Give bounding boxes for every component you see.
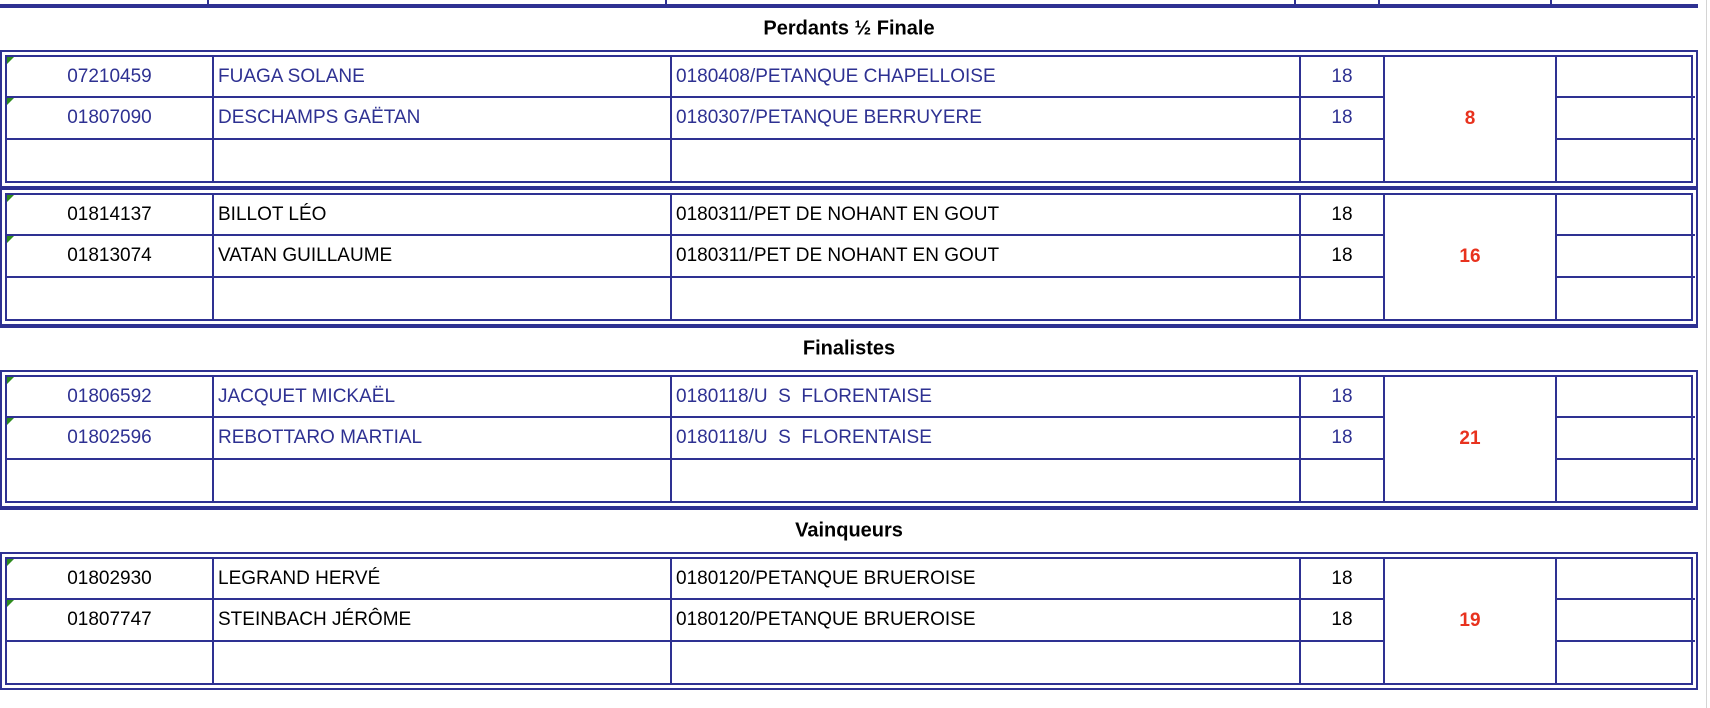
player-license-cell[interactable]: 01806592 [7,377,214,419]
section-header: Vainqueurs [0,508,1698,554]
empty-cell[interactable] [214,641,672,683]
player-name-cell[interactable]: FUAGA SOLANE [214,57,672,99]
section-header: Perdants ½ Finale [0,6,1698,52]
team-block: 01802930 LEGRAND HERVÉ 0180120/PETANQUE BR… [0,552,1698,690]
empty-cell[interactable] [1557,195,1695,237]
empty-cell[interactable] [672,459,1301,501]
player-club-cell[interactable]: 0180408/PETANQUE CHAPELLOISE [672,57,1301,99]
player-dept-cell[interactable]: 18 [1301,600,1385,642]
empty-cell[interactable] [1301,459,1385,501]
empty-cell[interactable] [1557,377,1695,419]
player-name-cell[interactable]: STEINBACH JÉRÔME [214,600,672,642]
player-license-cell[interactable]: 01807090 [7,98,214,140]
player-dept-cell[interactable]: 18 [1301,377,1385,419]
team-table: 07210459 FUAGA SOLANE 0180408/PETANQUE CHA… [5,55,1695,183]
team-points-cell[interactable]: 8 [1385,57,1557,181]
section-title: Perdants ½ Finale [763,17,935,40]
team-table: 01802930 LEGRAND HERVÉ 0180120/PETANQUE BR… [5,557,1695,685]
player-dept-cell[interactable]: 18 [1301,559,1385,601]
player-license-cell[interactable]: 01813074 [7,236,214,278]
previous-row-edge [0,0,1698,6]
comment-marker-icon [7,57,14,64]
section-header: Finalistes [0,326,1698,372]
empty-cell[interactable] [672,139,1301,181]
player-dept-cell[interactable]: 18 [1301,418,1385,460]
comment-marker-icon [7,195,14,202]
empty-cell[interactable] [1301,277,1385,319]
player-dept-cell[interactable]: 18 [1301,195,1385,237]
player-name-cell[interactable]: VATAN GUILLAUME [214,236,672,278]
player-club-cell[interactable]: 0180311/PET DE NOHANT EN GOUT [672,195,1301,237]
empty-cell[interactable] [214,139,672,181]
sheet-gridline [1706,0,1707,708]
player-name-cell[interactable]: DESCHAMPS GAËTAN [214,98,672,140]
section-title: Vainqueurs [795,519,903,542]
player-club-cell[interactable]: 0180311/PET DE NOHANT EN GOUT [672,236,1301,278]
empty-cell[interactable] [1301,641,1385,683]
empty-cell[interactable] [214,459,672,501]
empty-cell[interactable] [7,277,214,319]
empty-cell[interactable] [1557,236,1695,278]
empty-cell[interactable] [1557,460,1695,501]
empty-cell[interactable] [7,641,214,683]
team-points-cell[interactable]: 21 [1385,377,1557,501]
empty-cell[interactable] [1557,642,1695,683]
player-name-cell[interactable]: BILLOT LÉO [214,195,672,237]
empty-cell[interactable] [672,277,1301,319]
empty-cell[interactable] [1557,600,1695,642]
empty-cell[interactable] [672,641,1301,683]
empty-cell[interactable] [1301,139,1385,181]
player-club-cell[interactable]: 0180118/U S FLORENTAISE [672,377,1301,419]
player-club-cell[interactable]: 0180307/PETANQUE BERRUYERE [672,98,1301,140]
empty-cell[interactable] [1557,140,1695,181]
empty-cell[interactable] [7,459,214,501]
player-license-cell[interactable]: 01807747 [7,600,214,642]
player-club-cell[interactable]: 0180120/PETANQUE BRUEROISE [672,559,1301,601]
comment-marker-icon [7,600,14,608]
empty-cell[interactable] [1557,98,1695,140]
empty-cell[interactable] [7,139,214,181]
player-name-cell[interactable]: LEGRAND HERVÉ [214,559,672,601]
comment-marker-icon [7,559,14,566]
player-dept-cell[interactable]: 18 [1301,98,1385,140]
comment-marker-icon [7,98,14,106]
empty-cell[interactable] [1557,559,1695,601]
player-license-cell[interactable]: 01802596 [7,418,214,460]
comment-marker-icon [7,418,14,426]
player-license-cell[interactable]: 07210459 [7,57,214,99]
empty-cell[interactable] [1557,418,1695,460]
player-dept-cell[interactable]: 18 [1301,236,1385,278]
player-license-cell[interactable]: 01814137 [7,195,214,237]
team-points-cell[interactable]: 19 [1385,559,1557,683]
empty-cell[interactable] [1557,278,1695,319]
comment-marker-icon [7,236,14,244]
comment-marker-icon [7,377,14,384]
player-dept-cell[interactable]: 18 [1301,57,1385,99]
team-block: 01814137 BILLOT LÉO 0180311/PET DE NOHANT … [0,188,1698,326]
team-block: 01806592 JACQUET MICKAËL 0180118/U S FLORE… [0,370,1698,508]
team-block: 07210459 FUAGA SOLANE 0180408/PETANQUE CHA… [0,50,1698,188]
empty-cell[interactable] [1557,57,1695,99]
player-club-cell[interactable]: 0180118/U S FLORENTAISE [672,418,1301,460]
player-name-cell[interactable]: REBOTTARO MARTIAL [214,418,672,460]
player-name-cell[interactable]: JACQUET MICKAËL [214,377,672,419]
team-table: 01806592 JACQUET MICKAËL 0180118/U S FLORE… [5,375,1695,503]
section-title: Finalistes [802,337,896,360]
player-license-cell[interactable]: 01802930 [7,559,214,601]
player-club-cell[interactable]: 0180120/PETANQUE BRUEROISE [672,600,1301,642]
empty-cell[interactable] [214,277,672,319]
team-points-cell[interactable]: 16 [1385,195,1557,319]
team-table: 01814137 BILLOT LÉO 0180311/PET DE NOHANT … [5,193,1695,321]
